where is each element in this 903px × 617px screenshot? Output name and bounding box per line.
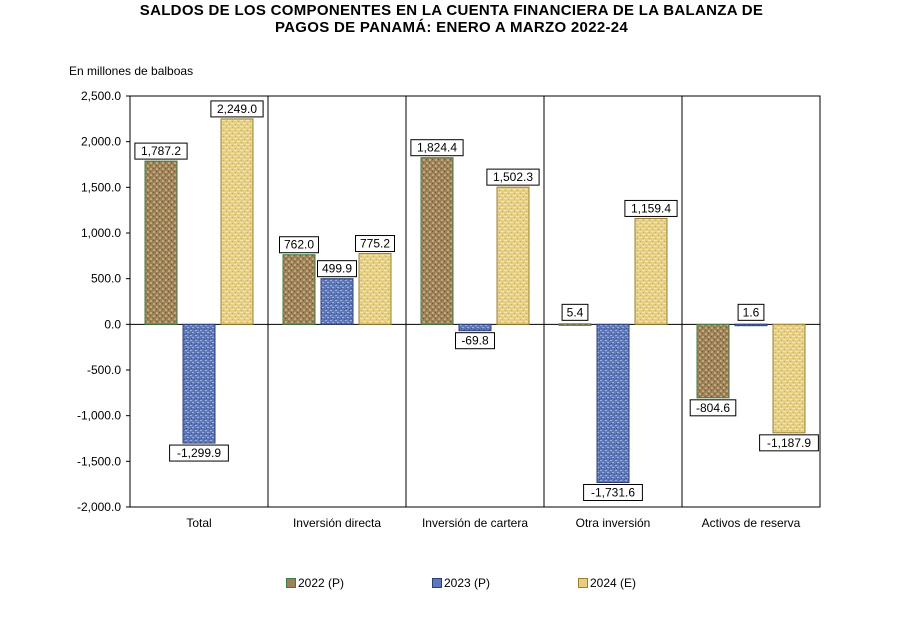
data-label: -1,731.6	[591, 485, 635, 499]
y-tick-label: 2,500.0	[81, 89, 121, 103]
legend-item-2022: 2022 (P)	[286, 576, 344, 590]
data-label: -804.6	[696, 401, 730, 415]
y-tick-label: 500.0	[91, 272, 121, 286]
y-tick-label: -2,000.0	[77, 500, 121, 514]
unit-label: En millones de balboas	[69, 64, 194, 78]
data-label-box	[169, 444, 229, 462]
data-label-box	[410, 139, 464, 157]
bar-2022-2	[420, 157, 454, 325]
chart-title-line-1: SALDOS DE LOS COMPONENTES EN LA CUENTA F…	[139, 2, 764, 19]
bar-2022-4	[696, 323, 730, 399]
legend-label-2023: 2023 (P)	[444, 576, 491, 590]
bar-2024-1	[358, 253, 392, 325]
chart-title: SALDOS DE LOS COMPONENTES EN LA CUENTA F…	[0, 2, 903, 36]
data-label-box	[759, 434, 819, 452]
data-label: 1,502.3	[493, 170, 533, 184]
legend-item-2023: 2023 (P)	[432, 576, 490, 590]
y-tick-label: -500.0	[87, 363, 121, 377]
data-label: -1,187.9	[767, 436, 811, 450]
data-label: 762.0	[284, 238, 314, 252]
data-label: 1,824.4	[417, 141, 457, 155]
data-label: 1.6	[743, 305, 760, 319]
legend-item-2024: 2024 (E)	[578, 576, 636, 590]
data-label: 1,159.4	[631, 201, 671, 215]
data-label-box	[561, 303, 589, 321]
bar-2024-4	[772, 323, 806, 434]
y-tick-label: 2,000.0	[81, 135, 121, 149]
data-label: -69.8	[461, 334, 489, 348]
chart-title-line-2: PAGOS DE PANAMÁ: ENERO A MARZO 2022-24	[274, 19, 629, 36]
data-label-box	[737, 303, 765, 321]
legend-swatch-2022	[286, 578, 296, 588]
data-label: 5.4	[567, 305, 584, 319]
x-tick-label: Activos de reserva	[702, 516, 801, 530]
data-label-box	[355, 235, 395, 253]
bar-2024-3	[634, 217, 668, 325]
y-tick-label: -1,000.0	[77, 409, 121, 423]
data-label-box	[486, 168, 540, 186]
data-label-box	[317, 260, 357, 278]
y-tick-label: -1,500.0	[77, 454, 121, 468]
bar-2023-2	[458, 323, 492, 332]
bar-2023-3	[596, 323, 630, 483]
bar-2023-4	[734, 323, 768, 327]
legend-swatch-2024	[578, 578, 588, 588]
plot-area	[129, 95, 821, 508]
data-label-box	[689, 399, 737, 417]
x-tick-label: Otra inversión	[576, 516, 651, 530]
bar-2022-0	[144, 160, 178, 325]
legend-swatch-2023	[432, 578, 442, 588]
data-label-box	[583, 483, 643, 501]
data-label-box	[134, 142, 188, 160]
y-tick-label: 1,000.0	[81, 226, 121, 240]
data-label: 1,787.2	[141, 144, 181, 158]
y-tick-label: 0.0	[104, 317, 121, 331]
legend-label-2024: 2024 (E)	[590, 576, 637, 590]
data-label-box	[279, 236, 319, 254]
x-tick-label: Total	[186, 516, 211, 530]
bar-2023-0	[182, 323, 216, 444]
data-label-box	[210, 100, 264, 118]
bar-2023-1	[320, 278, 354, 325]
data-label-box	[624, 199, 678, 217]
data-label: 2,249.0	[217, 102, 257, 116]
x-tick-label: Inversión directa	[293, 516, 381, 530]
data-label: 775.2	[360, 237, 390, 251]
data-label-box	[455, 332, 495, 350]
x-tick-label: Inversión de cartera	[422, 516, 528, 530]
bar-2024-0	[220, 118, 254, 325]
bar-2024-2	[496, 186, 530, 325]
data-label: -1,299.9	[177, 446, 221, 460]
bar-2022-1	[282, 254, 316, 325]
bar-2022-3	[558, 323, 592, 326]
legend-label-2022: 2022 (P)	[298, 576, 345, 590]
y-tick-label: 1,500.0	[81, 180, 121, 194]
data-label: 499.9	[322, 262, 352, 276]
